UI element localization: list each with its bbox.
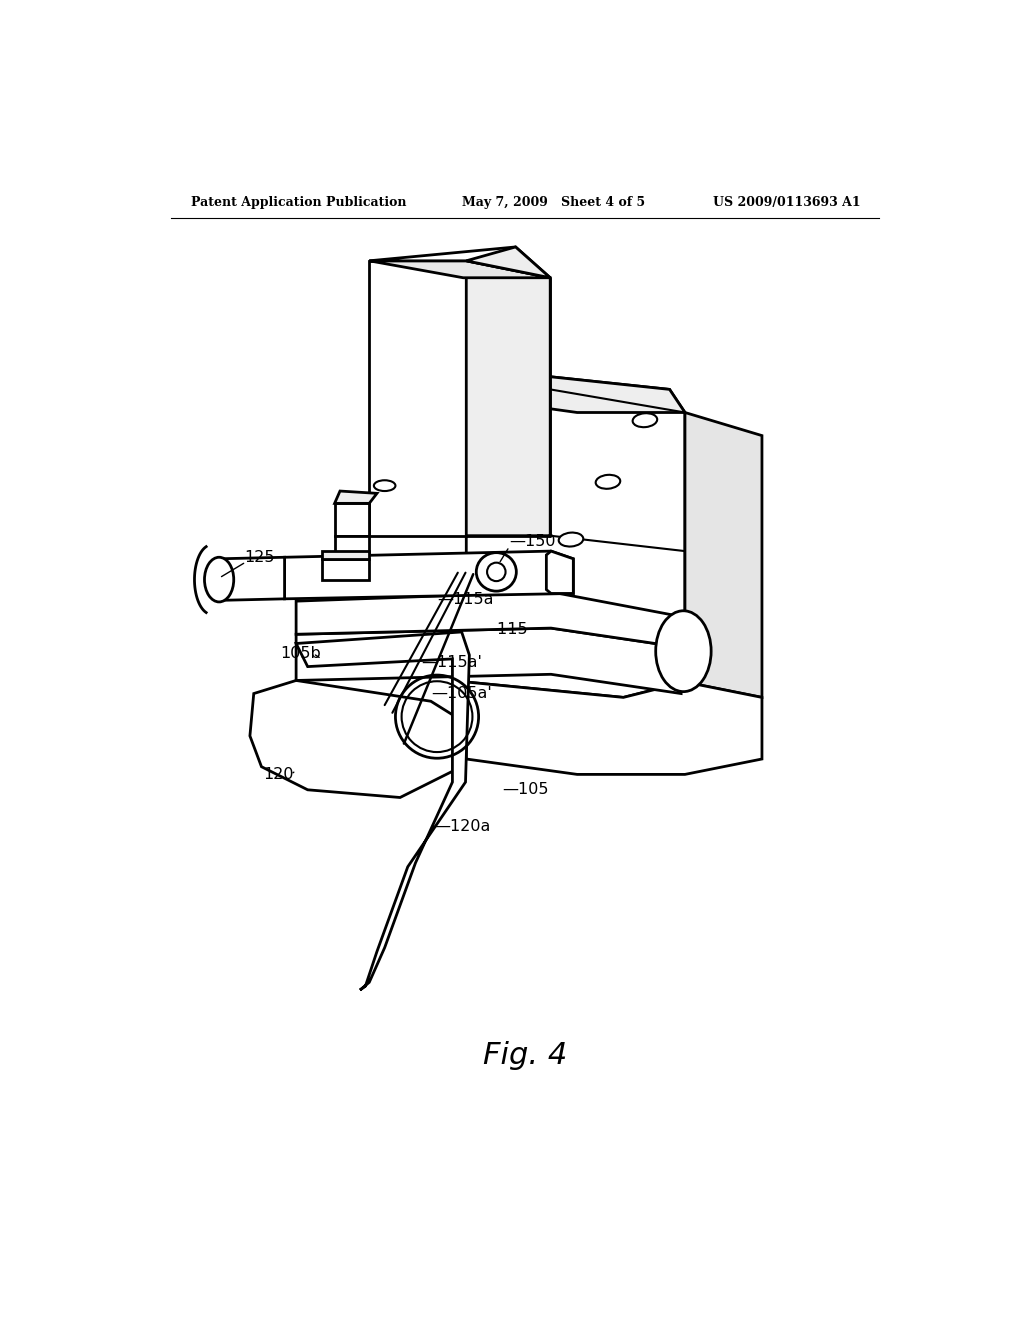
Polygon shape — [370, 261, 550, 277]
Polygon shape — [547, 552, 573, 594]
Polygon shape — [370, 261, 466, 536]
Polygon shape — [296, 628, 681, 693]
Polygon shape — [335, 503, 370, 536]
Polygon shape — [250, 681, 462, 797]
Ellipse shape — [205, 557, 233, 602]
Polygon shape — [466, 368, 685, 412]
Ellipse shape — [476, 553, 516, 591]
Text: 105b: 105b — [281, 645, 322, 661]
Text: —105: —105 — [503, 783, 549, 797]
Polygon shape — [219, 557, 285, 601]
Polygon shape — [466, 368, 685, 697]
Polygon shape — [466, 247, 550, 277]
Ellipse shape — [596, 475, 621, 488]
Text: —115a': —115a' — [422, 655, 482, 671]
Polygon shape — [322, 558, 370, 581]
Polygon shape — [285, 552, 573, 599]
Text: US 2009/0113693 A1: US 2009/0113693 A1 — [713, 195, 860, 209]
Ellipse shape — [655, 611, 711, 692]
Polygon shape — [296, 632, 469, 990]
Text: —115: —115 — [481, 622, 527, 638]
Text: May 7, 2009   Sheet 4 of 5: May 7, 2009 Sheet 4 of 5 — [462, 195, 645, 209]
Polygon shape — [322, 552, 370, 558]
Text: —115a: —115a — [437, 593, 494, 607]
Text: —120a: —120a — [434, 820, 490, 834]
Text: —105a': —105a' — [431, 686, 492, 701]
Text: —150: —150 — [509, 533, 556, 549]
Text: 120: 120 — [263, 767, 294, 781]
Polygon shape — [370, 247, 550, 277]
Text: 125: 125 — [245, 549, 275, 565]
Polygon shape — [335, 491, 377, 503]
Ellipse shape — [559, 532, 584, 546]
Text: Fig. 4: Fig. 4 — [482, 1041, 567, 1071]
Polygon shape — [296, 591, 681, 647]
Polygon shape — [466, 261, 550, 536]
Ellipse shape — [633, 413, 657, 428]
Ellipse shape — [487, 562, 506, 581]
Text: Patent Application Publication: Patent Application Publication — [190, 195, 407, 209]
Polygon shape — [685, 412, 762, 697]
Ellipse shape — [374, 480, 395, 491]
Polygon shape — [466, 682, 762, 775]
Polygon shape — [335, 536, 370, 558]
